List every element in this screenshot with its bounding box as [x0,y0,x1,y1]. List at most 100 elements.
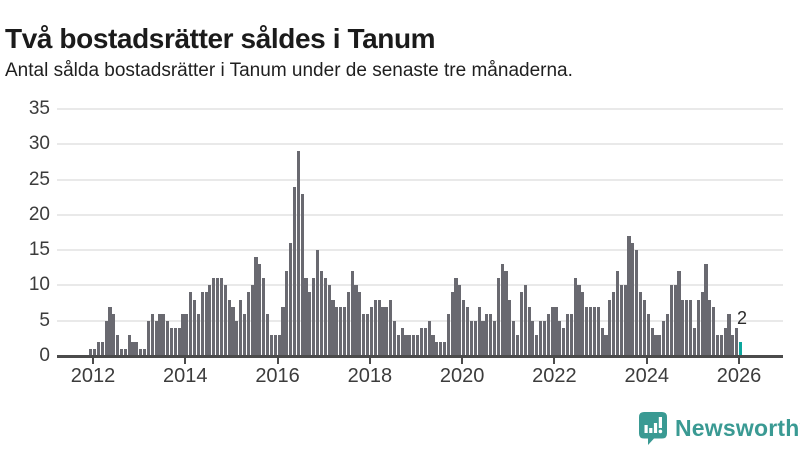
bar [654,334,658,356]
bar [550,306,554,356]
bar [373,299,377,356]
bar [408,334,412,356]
bar [316,250,320,356]
bar [681,299,685,356]
bar [446,313,450,356]
bar [404,334,408,356]
x-tick-label: 2016 [255,365,300,387]
bar [623,285,627,356]
bar [116,334,120,356]
bar [323,278,327,356]
highlight-bar [738,341,743,356]
bar [292,186,297,356]
bar [485,313,489,356]
bar [508,299,512,356]
bar [239,299,243,356]
bar [542,320,547,356]
bar [93,348,97,356]
bar [208,285,212,356]
gridline [57,213,783,216]
x-axis-line [57,354,783,358]
x-tick-label: 2022 [532,365,577,387]
bar [196,313,200,356]
bar [565,313,570,356]
bar [104,320,108,356]
bar [504,271,508,356]
bar [712,306,716,356]
bar [554,306,558,356]
bar [562,327,566,356]
bar [350,271,354,356]
bar [189,292,193,356]
bar [346,292,350,356]
bar [462,299,466,356]
bar [273,334,277,356]
bar [496,278,500,356]
bar [377,299,381,356]
x-tick [92,357,94,364]
bar [123,348,127,356]
bar [577,285,581,356]
bar [489,313,493,356]
bar [219,278,224,356]
bar [650,327,654,356]
bar [419,327,423,356]
bar [639,292,643,356]
bar [285,271,289,356]
bar [692,327,696,356]
bar [477,306,481,356]
bar [454,278,458,356]
gridline [57,249,783,252]
bar [192,299,197,356]
bar [523,285,527,356]
bar [142,348,147,356]
bar [715,334,720,356]
bar [358,292,362,356]
bar [415,334,420,356]
bar [392,320,397,356]
bar [154,320,158,356]
bar [223,285,227,356]
bar [216,278,220,356]
bar [727,313,731,356]
bar [458,285,462,356]
x-tick [461,357,464,364]
y-tick-label: 15 [28,239,50,261]
bar [439,341,443,356]
bar [246,292,250,356]
bar [642,299,646,356]
bar [615,271,620,356]
bar [158,313,162,356]
bar [227,299,231,356]
bar [331,299,335,356]
bar [735,327,739,356]
bar [589,306,593,356]
bar [166,320,170,356]
highlight-value-label: 2 [736,308,747,328]
bar [266,313,270,356]
gridline [57,284,783,287]
bar [658,334,662,356]
bar [527,306,531,356]
bar [531,320,535,356]
newsworthy-logo[interactable]: Newsworthy [639,412,800,445]
bar [646,313,650,356]
y-tick-label: 10 [28,274,50,296]
bar [512,320,516,356]
x-tick-label: 2012 [70,365,116,387]
bar [519,292,523,356]
bar [289,243,293,356]
bar [131,341,135,356]
bar [389,299,393,356]
page-title: Två bostadsrätter såldes i Tanum [5,22,436,54]
bar [427,320,431,356]
gridline [57,108,783,110]
bar [304,278,308,356]
bar [162,313,166,356]
bar [135,341,139,356]
bar [150,313,154,356]
bar [608,299,612,356]
bar [319,271,323,356]
bar [235,320,239,356]
bar [677,271,681,356]
